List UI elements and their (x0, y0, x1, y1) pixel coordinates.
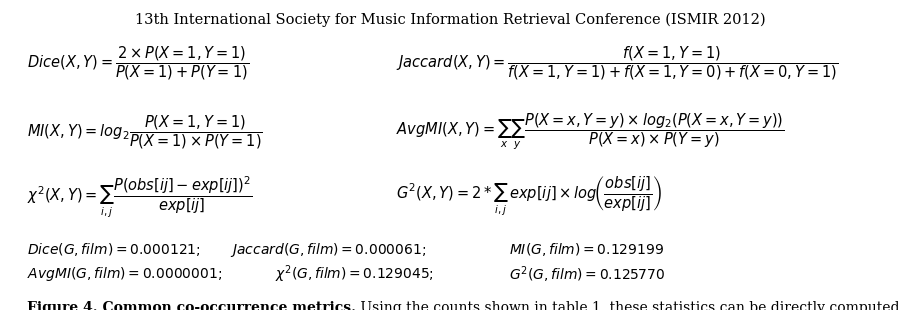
Text: Using the counts shown in table 1, these statistics can be directly computed,
re: Using the counts shown in table 1, these… (356, 301, 901, 310)
Text: 13th International Society for Music Information Retrieval Conference (ISMIR 201: 13th International Society for Music Inf… (135, 12, 766, 27)
Text: $\mathit{MI}(X,Y) = log_2\dfrac{P(X=1,Y=1)}{P(X=1) \times P(Y=1)}$: $\mathit{MI}(X,Y) = log_2\dfrac{P(X=1,Y=… (27, 113, 263, 151)
Text: $\mathit{Jaccard}(G,\mathit{film}) = 0.000061;$: $\mathit{Jaccard}(G,\mathit{film}) = 0.0… (230, 241, 426, 259)
Text: $\mathit{Jaccard}(X,Y) = \dfrac{f(X=1,Y=1)}{f(X=1,Y=1)+f(X=1,Y=0)+f(X=0,Y=1)}$: $\mathit{Jaccard}(X,Y) = \dfrac{f(X=1,Y=… (396, 45, 839, 82)
Text: $\mathit{Dice}(X,Y) = \dfrac{2 \times P(X=1, Y=1)}{P(X=1)+P(Y=1)}$: $\mathit{Dice}(X,Y) = \dfrac{2 \times P(… (27, 45, 249, 82)
Text: $\mathit{Dice}(G,\mathit{film}) = 0.000121;$: $\mathit{Dice}(G,\mathit{film}) = 0.0001… (27, 241, 201, 258)
Text: $\mathit{AvgMI}(G,\mathit{film}) = 0.0000001;$: $\mathit{AvgMI}(G,\mathit{film}) = 0.000… (27, 265, 223, 283)
Text: $\chi^2(X,Y) = \sum_{i,j}\dfrac{P(obs[ij]-exp[ij])^2}{exp[ij]}$: $\chi^2(X,Y) = \sum_{i,j}\dfrac{P(obs[ij… (27, 174, 252, 219)
Text: $\mathit{AvgMI}(X,Y) = \sum_x\sum_y\dfrac{P(X=x,Y=y) \times log_2(P(X=x,Y=y))}{P: $\mathit{AvgMI}(X,Y) = \sum_x\sum_y\dfra… (396, 111, 785, 152)
Text: $\chi^2(G,\mathit{film}) = 0.129045;$: $\chi^2(G,\mathit{film}) = 0.129045;$ (275, 264, 433, 285)
Text: $G^2(G,\mathit{film}) = 0.125770$: $G^2(G,\mathit{film}) = 0.125770$ (509, 264, 665, 285)
Text: $G^2(X,Y) = 2*\sum_{i,j}\,exp[ij] \times log\!\left(\dfrac{obs[ij]}{exp[ij]}\rig: $G^2(X,Y) = 2*\sum_{i,j}\,exp[ij] \times… (396, 175, 662, 219)
Text: $\mathit{MI}(G,\mathit{film}) = 0.129199$: $\mathit{MI}(G,\mathit{film}) = 0.129199… (509, 241, 664, 258)
Text: Figure 4. Common co-occurrence metrics.: Figure 4. Common co-occurrence metrics. (27, 301, 356, 310)
